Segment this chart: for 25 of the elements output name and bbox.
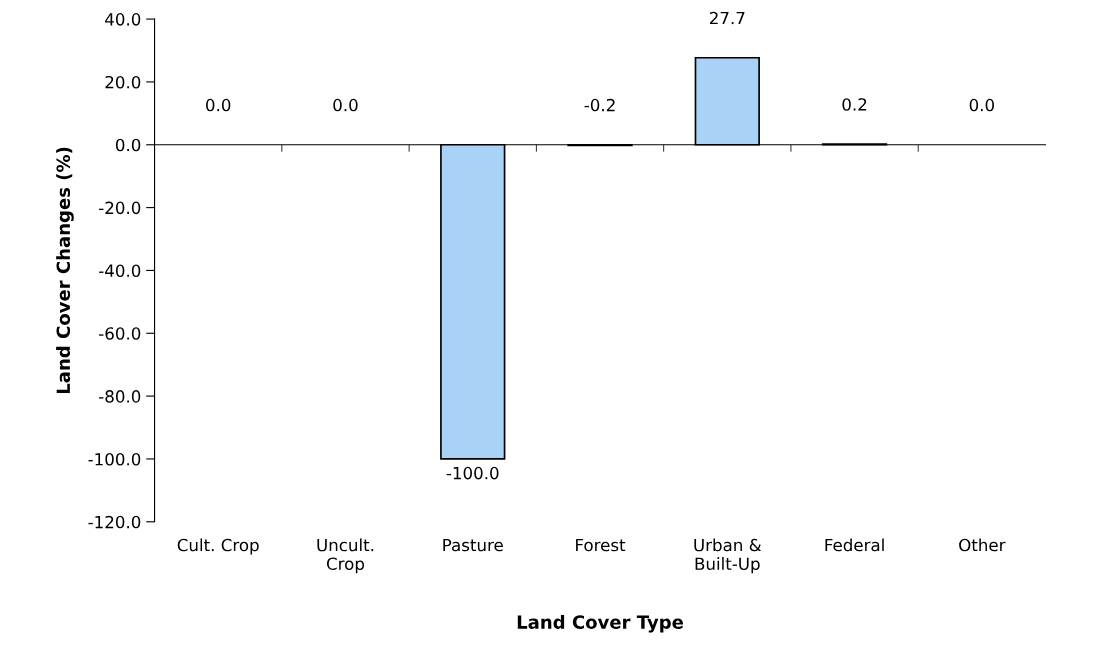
y-tick-label: -120.0 xyxy=(88,515,141,529)
x-tick-label: Other xyxy=(959,538,1006,552)
x-tick-label: Forest xyxy=(576,538,626,552)
data-label: 0.0 xyxy=(206,98,231,112)
y-tick-label: 0.0 xyxy=(115,138,141,152)
data-label: -100.0 xyxy=(446,466,499,480)
data-label: -0.2 xyxy=(584,98,615,112)
y-tick-label: -60.0 xyxy=(99,327,141,340)
x-tick-label: Pasture xyxy=(443,538,503,552)
y-tick-label: -80.0 xyxy=(99,390,141,403)
x-tick-label: Cult. Crop xyxy=(177,538,259,555)
y-axis-title: Land Cover Changes (%) xyxy=(56,147,74,394)
y-tick-label: -20.0 xyxy=(99,201,141,215)
x-tick-label: Urban & Built-Up xyxy=(694,538,762,574)
x-tick-label: Uncult. Crop xyxy=(317,538,374,574)
x-tick-label: Federal xyxy=(825,538,884,552)
data-label: 27.7 xyxy=(709,11,745,25)
y-tick-label: -40.0 xyxy=(99,264,141,278)
x-axis-title: Land Cover Type xyxy=(517,614,684,633)
y-tick-label: 40.0 xyxy=(105,13,141,26)
y-tick-label: 20.0 xyxy=(105,75,141,89)
data-label: 0.0 xyxy=(969,98,994,112)
data-label: 0.2 xyxy=(842,98,867,111)
data-label: 0.0 xyxy=(333,98,358,112)
y-tick-label: -100.0 xyxy=(88,452,141,466)
